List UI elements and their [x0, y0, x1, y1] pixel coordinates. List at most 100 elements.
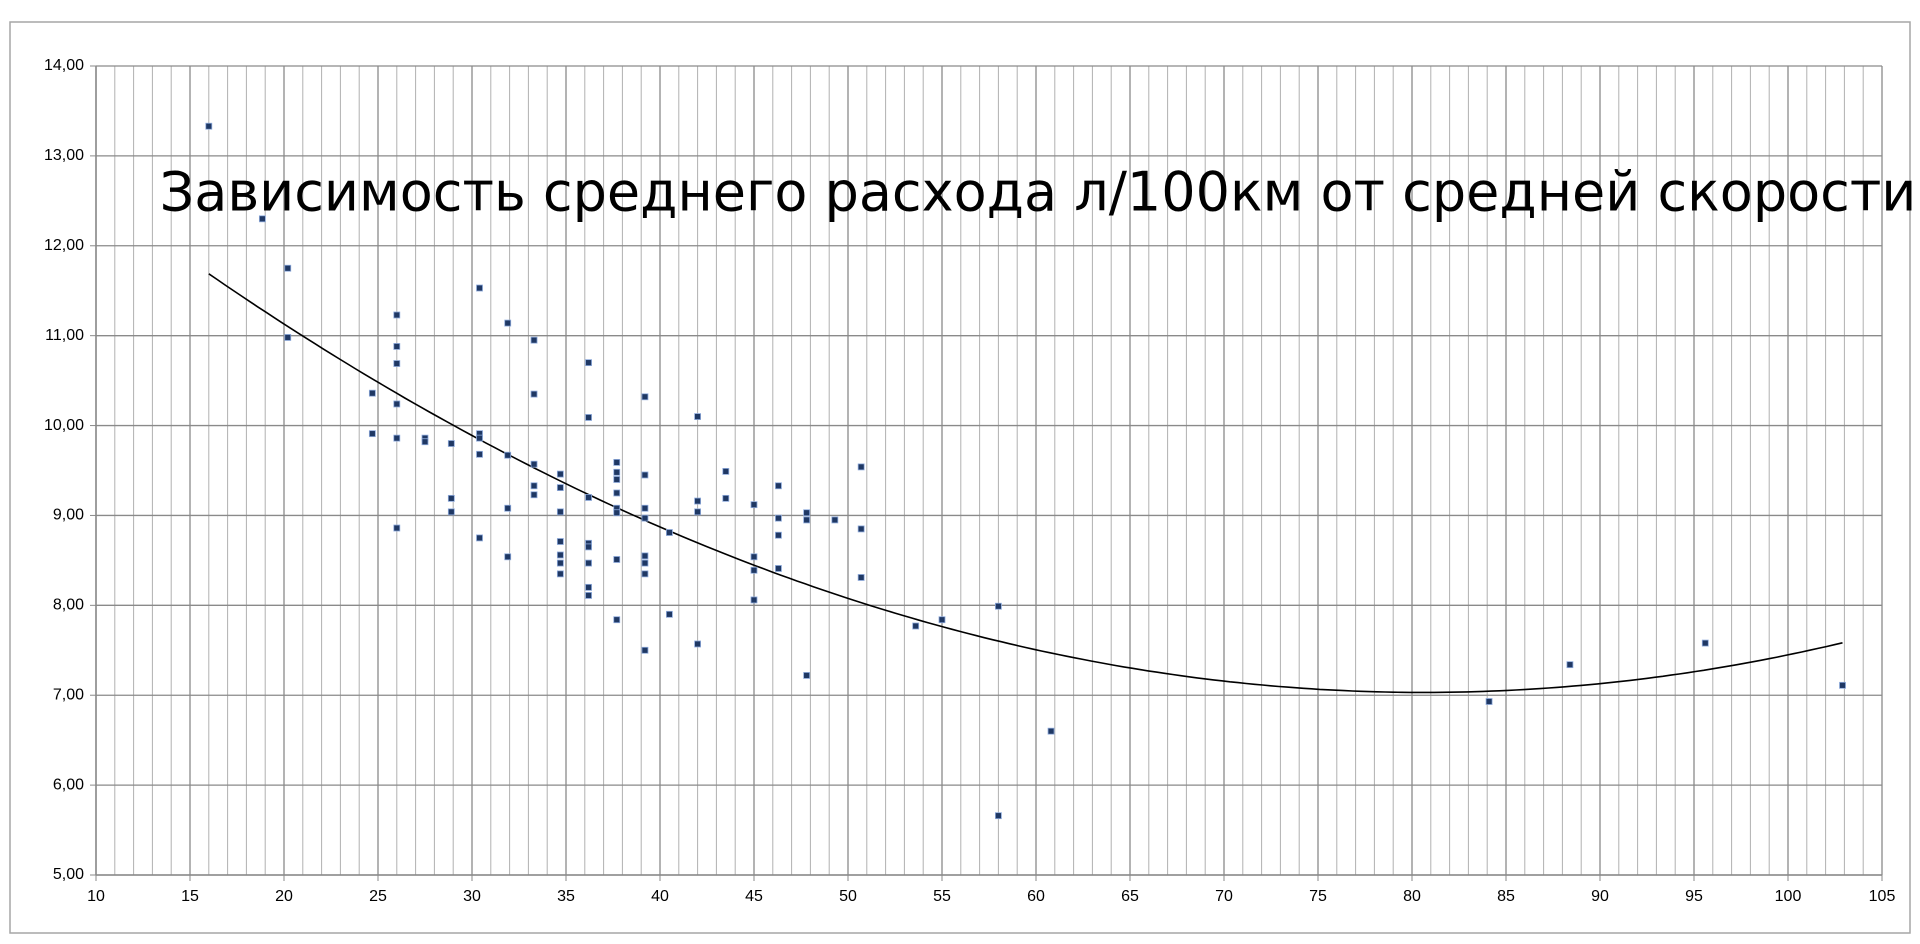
scatter-point	[530, 460, 538, 468]
x-tick-label: 25	[369, 888, 387, 905]
scatter-point	[750, 501, 758, 509]
scatter-point	[258, 215, 266, 223]
scatter-point	[641, 646, 649, 654]
x-tick-label: 80	[1403, 888, 1421, 905]
x-tick-label: 30	[463, 888, 481, 905]
scatter-point	[530, 491, 538, 499]
scatter-point	[585, 359, 592, 367]
y-tick-label: 13,00	[44, 147, 84, 164]
scatter-point	[613, 476, 621, 483]
scatter-point	[1701, 639, 1709, 647]
scatter-point	[368, 389, 376, 397]
scatter-point	[556, 470, 564, 478]
x-tick-label: 15	[181, 888, 199, 905]
scatter-point	[476, 534, 483, 542]
scatter-point	[284, 334, 292, 341]
scatter-point	[803, 672, 811, 679]
x-tick-label: 10	[87, 888, 105, 905]
scatter-point	[694, 508, 701, 516]
scatter-point	[857, 574, 865, 581]
scatter-point	[530, 482, 538, 490]
scatter-point	[750, 553, 758, 561]
scatter-point	[476, 434, 483, 442]
x-tick-label: 105	[1869, 888, 1896, 905]
scatter-point	[666, 529, 673, 536]
scatter-point	[938, 616, 946, 624]
scatter-point	[476, 284, 483, 292]
scatter-point	[1839, 681, 1846, 689]
scatter-point	[857, 463, 865, 471]
chart-title: Зависимость среднего расхода л/100км от …	[160, 161, 1917, 224]
x-tick-label: 35	[557, 888, 575, 905]
plot	[205, 122, 1846, 820]
scatter-point	[613, 509, 621, 517]
scatter-point	[585, 494, 592, 501]
scatter-point	[205, 122, 213, 130]
scatter-point	[447, 440, 455, 447]
scatter-point	[722, 467, 730, 475]
scatter-point	[585, 559, 592, 567]
scatter-point	[393, 311, 401, 319]
scatter-point	[857, 525, 865, 533]
scatter-point	[641, 514, 649, 522]
scatter-point	[641, 570, 649, 578]
scatter-point	[803, 516, 811, 524]
scatter-point	[447, 508, 455, 516]
scatter-point	[775, 482, 782, 490]
scatter-point	[530, 336, 538, 344]
scatter-point	[613, 459, 621, 466]
scatter-point	[694, 640, 701, 648]
scatter-point	[750, 596, 758, 604]
scatter-point	[613, 489, 621, 497]
scatter-point	[775, 531, 782, 539]
x-tick-label: 75	[1309, 888, 1327, 905]
scatter-point	[504, 553, 512, 561]
scatter-point	[556, 538, 564, 545]
scatter-point	[556, 484, 564, 491]
y-tick-label: 11,00	[45, 327, 84, 344]
scatter-point	[613, 556, 621, 563]
x-tick-label: 70	[1215, 888, 1233, 905]
scatter-point	[476, 450, 483, 458]
y-tick-label: 12,00	[44, 237, 84, 254]
scatter-point	[1566, 661, 1574, 669]
scatter-point	[504, 504, 512, 512]
scatter-point	[613, 616, 621, 624]
x-tick-label: 50	[839, 888, 857, 905]
scatter-point	[694, 413, 701, 420]
scatter-point	[393, 524, 401, 532]
y-tick-label: 10,00	[44, 417, 84, 434]
x-tick-label: 40	[651, 888, 669, 905]
x-tick-label: 65	[1121, 888, 1139, 905]
scatter-point	[447, 494, 455, 502]
x-tick-label: 60	[1027, 888, 1045, 905]
scatter-point	[831, 516, 839, 524]
scatter-point	[641, 552, 649, 560]
scatter-point	[641, 559, 649, 567]
scatter-point	[995, 812, 1002, 820]
scatter-point	[585, 583, 592, 591]
scatter-point	[585, 543, 592, 551]
scatter-point	[775, 565, 782, 572]
scatter-point	[393, 434, 401, 442]
scatter-point	[666, 610, 673, 618]
scatter-point	[530, 390, 538, 398]
scatter-point	[504, 451, 512, 459]
x-tick-label: 20	[275, 888, 293, 905]
scatter-point	[1485, 698, 1493, 705]
x-tick-label: 90	[1591, 888, 1609, 905]
scatter-point	[556, 570, 564, 578]
scatter-point	[585, 592, 592, 599]
grid: 10 15 20 25 30 35 40 45 50 55 60 65 70 75 80 85 90 95 100 1…	[44, 57, 1895, 905]
scatter-point	[613, 468, 621, 476]
chart-frame	[9, 21, 1911, 934]
scatter-point	[694, 497, 701, 505]
scatter-point	[641, 393, 649, 401]
x-tick-label: 55	[933, 888, 951, 905]
scatter-point	[912, 622, 920, 630]
scatter-point	[556, 559, 564, 567]
x-tick-label: 85	[1497, 888, 1515, 905]
scatter-point	[393, 343, 401, 350]
scatter-point	[803, 509, 811, 517]
